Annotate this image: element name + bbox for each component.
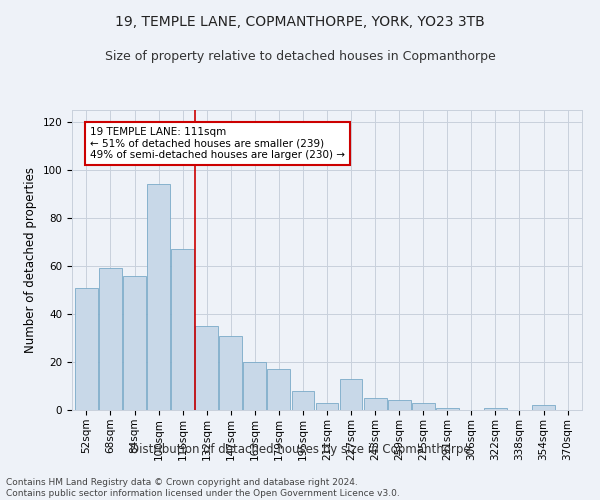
Y-axis label: Number of detached properties: Number of detached properties: [24, 167, 37, 353]
Bar: [364, 398, 386, 410]
Bar: [123, 276, 146, 410]
Text: 19 TEMPLE LANE: 111sqm
← 51% of detached houses are smaller (239)
49% of semi-de: 19 TEMPLE LANE: 111sqm ← 51% of detached…: [90, 127, 345, 160]
Bar: [171, 249, 194, 410]
Bar: [532, 405, 555, 410]
Bar: [75, 288, 98, 410]
Bar: [340, 379, 362, 410]
Bar: [147, 184, 170, 410]
Bar: [316, 403, 338, 410]
Bar: [220, 336, 242, 410]
Bar: [99, 268, 122, 410]
Bar: [436, 408, 459, 410]
Text: Size of property relative to detached houses in Copmanthorpe: Size of property relative to detached ho…: [104, 50, 496, 63]
Bar: [388, 400, 410, 410]
Bar: [268, 369, 290, 410]
Bar: [244, 362, 266, 410]
Text: 19, TEMPLE LANE, COPMANTHORPE, YORK, YO23 3TB: 19, TEMPLE LANE, COPMANTHORPE, YORK, YO2…: [115, 15, 485, 29]
Text: Contains HM Land Registry data © Crown copyright and database right 2024.
Contai: Contains HM Land Registry data © Crown c…: [6, 478, 400, 498]
Bar: [195, 326, 218, 410]
Bar: [292, 391, 314, 410]
Bar: [484, 408, 507, 410]
Bar: [412, 403, 434, 410]
Text: Distribution of detached houses by size in Copmanthorpe: Distribution of detached houses by size …: [130, 442, 470, 456]
